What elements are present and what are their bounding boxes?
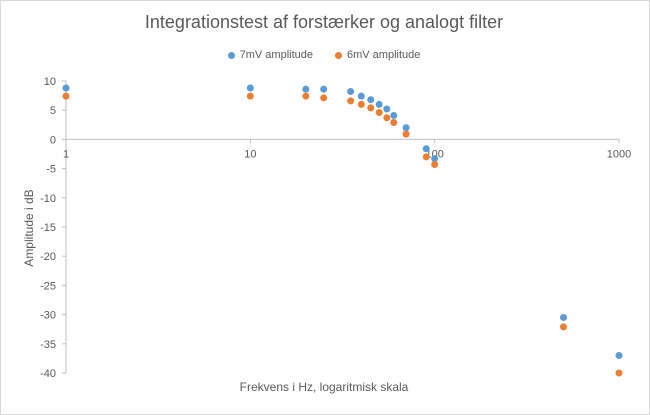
data-point-series-2 [431, 161, 439, 169]
y-tick-label: -25 [40, 280, 56, 292]
data-point-series-1 [402, 124, 410, 132]
data-point-series-2 [615, 369, 623, 377]
data-point-series-1 [560, 314, 568, 322]
data-point-series-2 [422, 153, 430, 161]
data-point-series-2 [560, 323, 568, 331]
y-tick-label: -30 [40, 310, 56, 322]
data-point-series-1 [347, 88, 355, 96]
y-tick-label: -5 [46, 164, 56, 176]
data-point-series-2 [383, 114, 391, 122]
data-point-series-1 [431, 155, 439, 163]
legend-item-series-1: 7mV amplitude [227, 49, 313, 61]
data-point-series-1 [320, 85, 328, 93]
x-tick-label: 1000 [607, 148, 631, 160]
data-point-series-2 [246, 92, 254, 100]
data-point-series-2 [320, 94, 328, 102]
data-point-series-1 [302, 85, 310, 93]
legend-label-series-2: 6mV amplitude [347, 49, 421, 61]
y-tick-label: 0 [50, 134, 56, 146]
data-point-series-2 [390, 118, 398, 126]
x-tick-label: 100 [425, 148, 443, 160]
y-tick-label: -10 [40, 193, 56, 205]
data-point-series-1 [367, 96, 375, 104]
y-tick-label: -20 [40, 251, 56, 263]
y-tick-label: -40 [40, 368, 56, 380]
y-tick-label: -35 [40, 339, 56, 351]
data-point-series-2 [357, 100, 365, 108]
data-point-series-1 [246, 84, 254, 92]
data-point-series-1 [422, 145, 430, 153]
legend-marker-series-2 [335, 51, 342, 59]
data-point-series-2 [402, 130, 410, 138]
data-point-series-1 [357, 92, 365, 100]
data-point-series-2 [375, 109, 383, 117]
data-point-series-1 [375, 100, 383, 108]
x-tick-label: 1 [63, 148, 69, 160]
chart-title: Integrationstest af forstærker og analog… [144, 12, 504, 32]
data-point-series-1 [615, 351, 623, 359]
data-point-series-2 [62, 92, 70, 100]
legend: 7mV amplitude 6mV amplitude [0, 49, 648, 61]
legend-label-series-1: 7mV amplitude [239, 49, 313, 61]
legend-item-series-2: 6mV amplitude [335, 49, 420, 61]
data-point-series-1 [62, 84, 70, 92]
y-tick-label: 10 [44, 76, 56, 88]
x-tick-label: 10 [244, 148, 256, 160]
x-axis-label: Frekvens i Hz, logaritmisk skala [239, 380, 409, 394]
data-point-series-1 [383, 105, 391, 113]
y-tick-label: -15 [40, 222, 56, 234]
y-axis-label: Amplitude i dB [22, 189, 36, 267]
data-point-series-2 [367, 104, 375, 112]
y-tick-label: 5 [50, 105, 56, 117]
data-point-series-2 [302, 92, 310, 100]
data-point-series-1 [390, 111, 398, 119]
legend-marker-series-1 [227, 51, 235, 59]
data-point-series-2 [347, 97, 355, 105]
